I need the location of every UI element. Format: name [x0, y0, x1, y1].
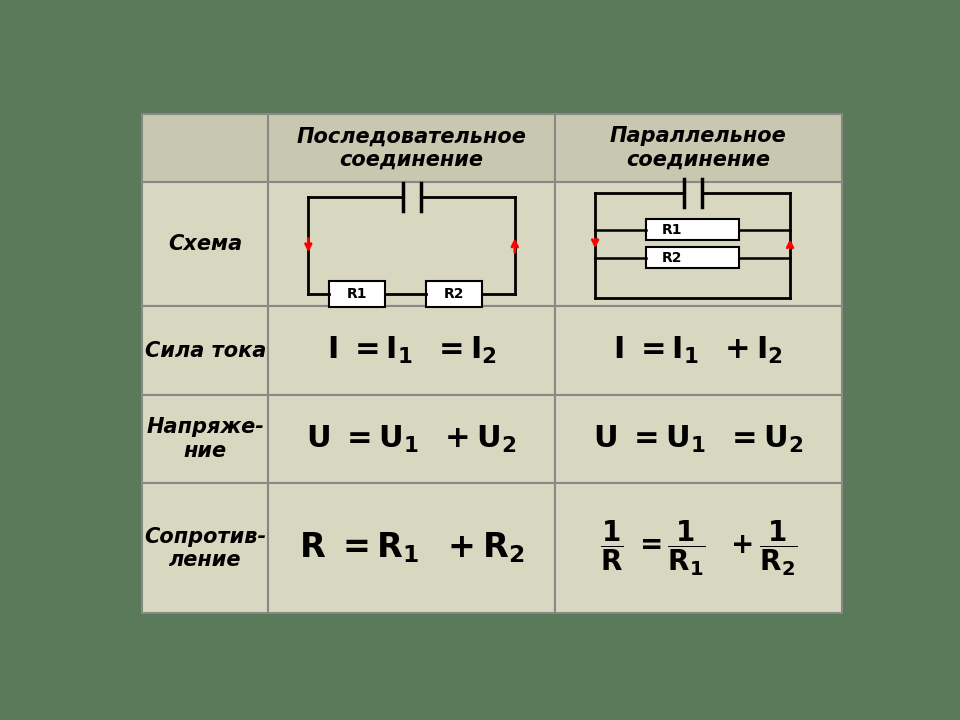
Bar [142, 181, 268, 307]
Text: $\mathbf{\dfrac{1}{R}\ =\dfrac{1}{R_1}\ \ + \dfrac{1}{R_2}}$: $\mathbf{\dfrac{1}{R}\ =\dfrac{1}{R_1}\ … [600, 518, 797, 578]
Text: $\mathbf{U\ =U_1\ \ + U_2}$: $\mathbf{U\ =U_1\ \ + U_2}$ [306, 423, 516, 454]
Bar [646, 248, 739, 269]
Text: R1: R1 [661, 222, 683, 237]
Bar [268, 181, 555, 307]
Bar [646, 219, 739, 240]
Bar [268, 307, 555, 395]
Bar [142, 307, 268, 395]
Bar [142, 114, 268, 181]
Text: $\mathbf{U\ =U_1\ \ =U_2}$: $\mathbf{U\ =U_1\ \ =U_2}$ [593, 423, 804, 454]
Text: R2: R2 [444, 287, 464, 301]
Bar [555, 395, 842, 483]
Text: $\mathbf{I\ =I_1\ \ + I_2}$: $\mathbf{I\ =I_1\ \ + I_2}$ [613, 335, 783, 366]
Bar [426, 282, 482, 307]
Bar [555, 114, 842, 181]
Text: $\mathbf{I\ =I_1\ \ =I_2}$: $\mathbf{I\ =I_1\ \ =I_2}$ [326, 335, 496, 366]
Bar [142, 483, 268, 613]
Bar [268, 395, 555, 483]
Bar [329, 282, 385, 307]
Text: $\mathbf{R\ =R_1\ \ + R_2}$: $\mathbf{R\ =R_1\ \ + R_2}$ [299, 531, 524, 565]
Bar [268, 114, 555, 181]
Text: Схема: Схема [168, 234, 242, 254]
Bar [268, 483, 555, 613]
Text: Сила тока: Сила тока [145, 341, 266, 361]
Text: R1: R1 [347, 287, 367, 301]
Bar [142, 395, 268, 483]
Text: Сопротив-
ление: Сопротив- ление [144, 526, 266, 570]
Text: Напряже-
ние: Напряже- ние [146, 418, 264, 461]
Bar [555, 307, 842, 395]
Text: R2: R2 [661, 251, 683, 265]
Text: Последовательное
соединение: Последовательное соединение [297, 126, 526, 169]
Bar [555, 483, 842, 613]
Bar [555, 181, 842, 307]
Text: Параллельное
соединение: Параллельное соединение [610, 126, 786, 169]
